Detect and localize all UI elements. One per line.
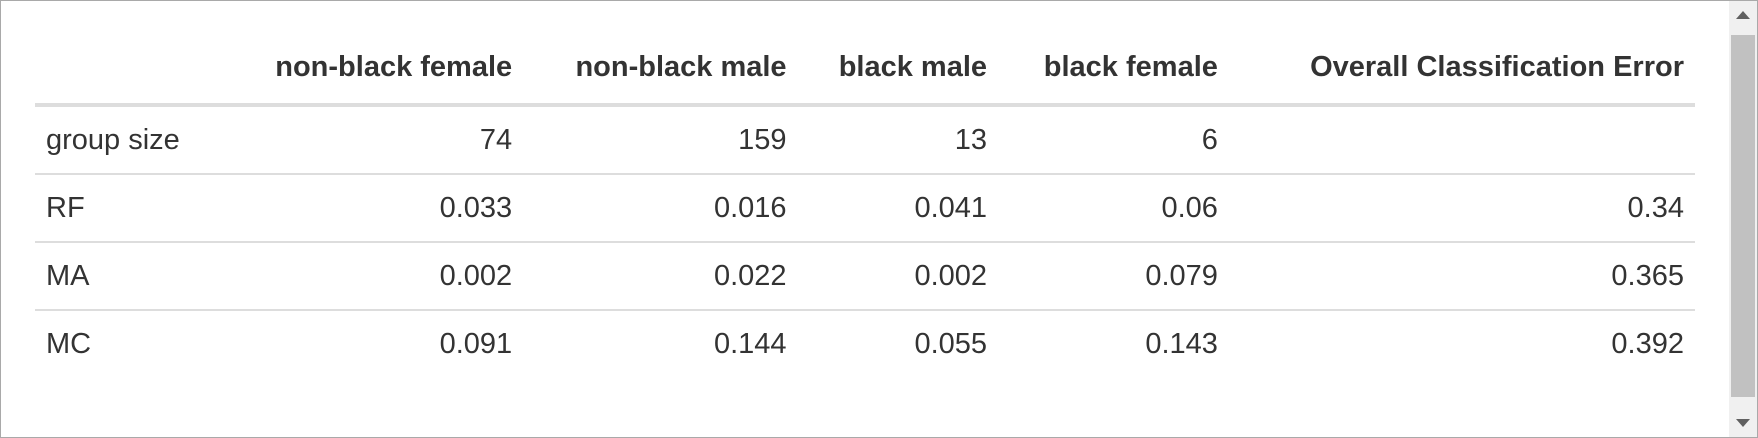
header-cell-non-black-female: non-black female: [218, 31, 524, 107]
table-cell: 0.144: [713, 327, 787, 360]
row-label: group size: [35, 105, 219, 175]
vertical-scrollbar[interactable]: [1729, 1, 1757, 437]
header-cell-corner: [35, 31, 219, 107]
table-cell: 0.055: [914, 327, 988, 360]
header-cell-non-black-male: non-black male: [523, 31, 798, 107]
header-cell-black-male: black male: [797, 31, 999, 107]
table-cell: 159: [523, 105, 798, 175]
results-table: non-black female non-black male black ma…: [35, 31, 1695, 377]
table-cell: 0.091: [439, 327, 513, 360]
scroll-down-button[interactable]: [1729, 409, 1757, 437]
chevron-down-icon: [1736, 419, 1750, 427]
table-cell: 13: [797, 105, 999, 175]
table-cell: [1228, 105, 1695, 175]
table-row: RF 0.033 0.016 0.041 0.06 0.34: [35, 174, 1695, 243]
row-label: RF: [35, 174, 219, 243]
row-label: MA: [35, 242, 219, 311]
table-cell: 0.022: [523, 242, 798, 311]
scroll-content: non-black female non-black male black ma…: [1, 1, 1729, 437]
table-row: MC 0.091 0.144 0.055 0.143 0.392: [35, 310, 1695, 377]
header-cell-overall-error: Overall Classification Error: [1228, 31, 1695, 107]
table-cell: 0.143: [1145, 327, 1218, 360]
table-cell: 0.34: [1228, 174, 1695, 243]
table-cell: 0.079: [998, 242, 1229, 311]
chevron-up-icon: [1736, 11, 1750, 19]
table-cell: 6: [998, 105, 1229, 175]
table-cell: 0.002: [218, 242, 524, 311]
table-cell: 0.06: [998, 174, 1229, 243]
row-label: MC: [46, 327, 92, 360]
header-row: non-black female non-black male black ma…: [35, 31, 1695, 107]
table-cell: 0.392: [1611, 327, 1684, 360]
table-cell: 0.365: [1228, 242, 1695, 311]
header-cell-black-female: black female: [998, 31, 1229, 107]
table-cell: 0.033: [218, 174, 524, 243]
table-cell: 74: [218, 105, 524, 175]
scroll-up-button[interactable]: [1729, 1, 1757, 29]
table-cell: 0.016: [523, 174, 798, 243]
scroll-thumb[interactable]: [1731, 35, 1755, 397]
table-cell: 0.002: [797, 242, 999, 311]
table-cell: 0.041: [797, 174, 999, 243]
table-row: MA 0.002 0.022 0.002 0.079 0.365: [35, 242, 1695, 311]
table-row: group size 74 159 13 6: [35, 105, 1695, 175]
